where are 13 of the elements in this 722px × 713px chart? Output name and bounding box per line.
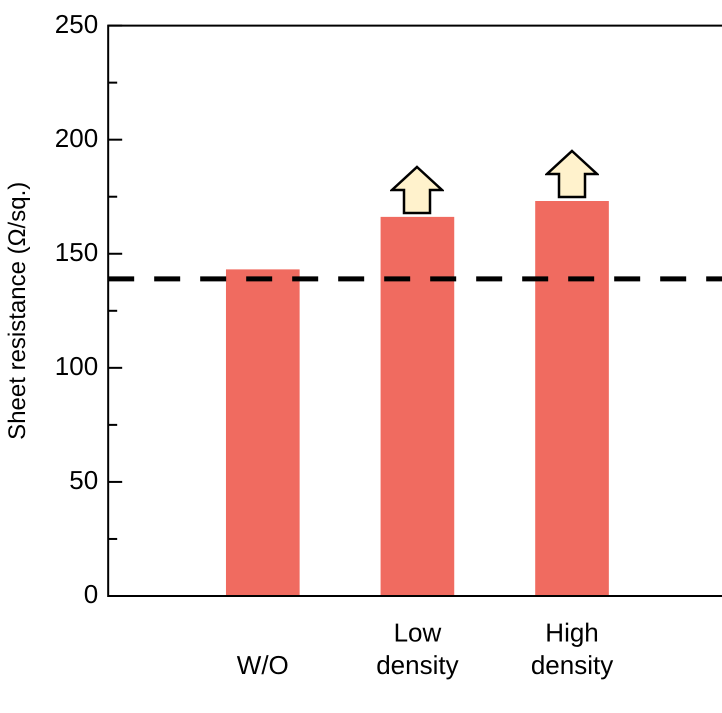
bar (226, 269, 300, 596)
bar (535, 200, 609, 596)
y-tick-label: 200 (54, 122, 98, 153)
bar (380, 216, 454, 596)
y-tick-label: 250 (54, 8, 98, 39)
x-tick-label: High density (530, 617, 614, 680)
y-tick-label: 150 (54, 236, 98, 267)
y-tick-label: 100 (54, 351, 98, 382)
x-tick-label: Low density (376, 617, 459, 680)
y-tick-label: 50 (69, 465, 98, 496)
x-tick-label: W/O (236, 650, 289, 680)
y-axis-title: Sheet resistance (Ω/sq.) (4, 182, 32, 440)
y-tick-label: 0 (84, 579, 98, 610)
